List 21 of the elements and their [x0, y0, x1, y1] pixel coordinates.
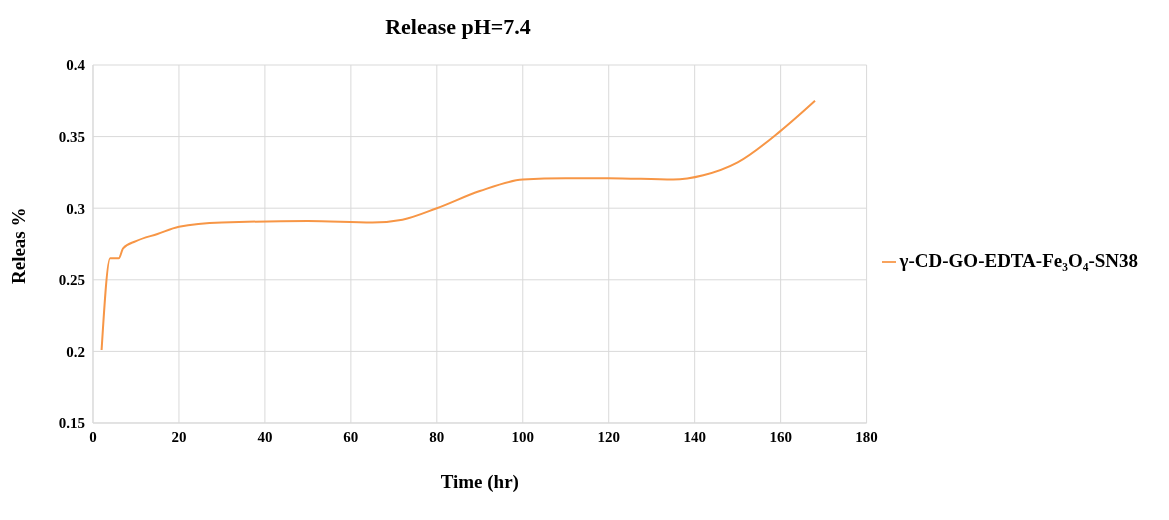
x-tick-label: 20	[171, 428, 187, 445]
y-tick-label: 0.3	[66, 200, 85, 217]
x-tick-label: 60	[343, 428, 359, 445]
chart-title: Release pH=7.4	[384, 14, 532, 40]
x-tick-label: 40	[257, 428, 273, 445]
x-tick-label: 140	[683, 428, 706, 445]
x-tick-label: 100	[511, 428, 535, 445]
y-tick-label: 0.35	[58, 128, 85, 145]
x-tick-label: 180	[855, 428, 878, 445]
legend-label: γ-CD-GO-EDTA-Fe₃O₄-SN38	[899, 249, 1138, 271]
x-tick-label: 80	[429, 428, 445, 445]
y-axis-title: Releas %	[7, 207, 29, 284]
y-tick-label: 0.4	[66, 57, 86, 74]
line-series	[100, 99, 817, 351]
x-tick-label: 0	[89, 428, 97, 445]
y-tick-label: 0.25	[58, 272, 85, 289]
x-axis-title: Time (hr)	[440, 471, 519, 493]
x-tick-label: 160	[769, 428, 792, 445]
y-tick-label: 0.2	[66, 343, 85, 360]
y-tick-label: 0.15	[58, 415, 85, 432]
x-tick-label: 120	[597, 428, 620, 445]
